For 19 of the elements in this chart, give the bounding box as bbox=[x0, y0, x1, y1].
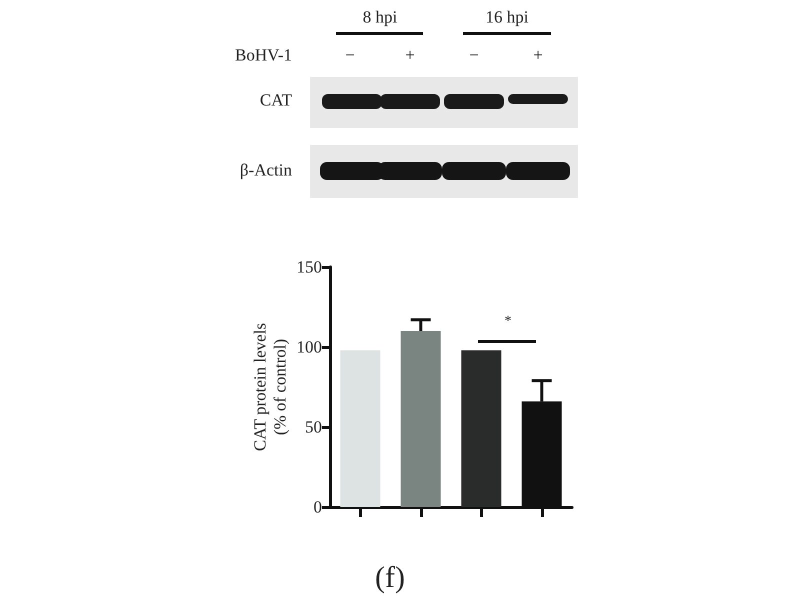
text: 8 hpi bbox=[362, 8, 398, 26]
text: CAT bbox=[260, 90, 292, 110]
y-axis-title: CAT protein levels (% of control) bbox=[250, 322, 290, 452]
text: − bbox=[469, 46, 479, 64]
text: β-Actin bbox=[240, 160, 292, 180]
y-tick-label: 150 bbox=[296, 258, 322, 276]
text: + bbox=[533, 46, 543, 64]
text: BoHV-1 bbox=[235, 46, 292, 64]
text: + bbox=[405, 46, 415, 64]
y-tick-label: 100 bbox=[296, 338, 322, 356]
text: 16 hpi bbox=[486, 8, 528, 26]
text: − bbox=[345, 46, 355, 64]
annotation: * bbox=[504, 314, 512, 329]
y-tick-label: 50 bbox=[305, 418, 322, 436]
y-tick-label: 0 bbox=[314, 498, 322, 516]
bar bbox=[340, 350, 380, 507]
text: (f) bbox=[375, 561, 405, 594]
bar bbox=[461, 350, 502, 507]
bar bbox=[400, 331, 441, 507]
